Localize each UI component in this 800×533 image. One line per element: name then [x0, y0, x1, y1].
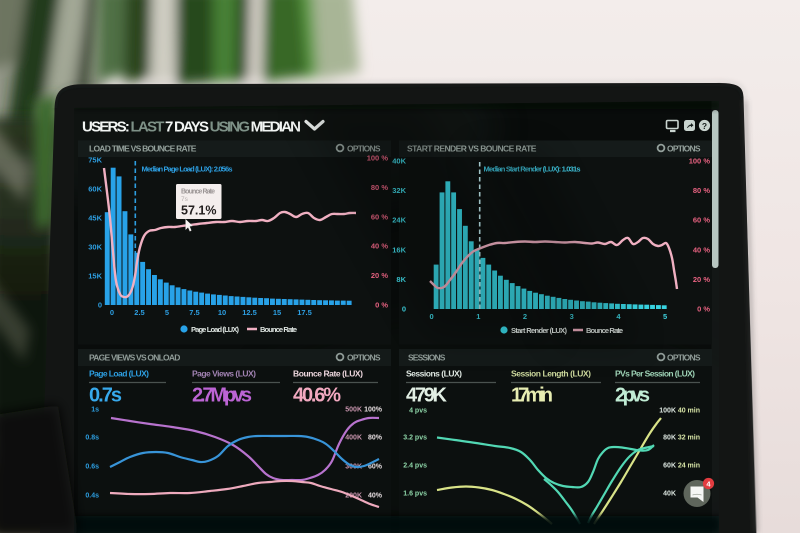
svg-text:479K: 479K: [406, 385, 448, 407]
svg-text:40 %: 40 %: [693, 245, 710, 254]
svg-text:40.6%: 40.6%: [293, 385, 341, 407]
svg-text:500K: 500K: [345, 407, 362, 414]
svg-text:75K: 75K: [88, 156, 102, 165]
svg-text:Bounce Rate: Bounce Rate: [260, 325, 297, 334]
svg-text:4: 4: [706, 480, 711, 489]
svg-text:40%: 40%: [368, 493, 383, 500]
svg-text:OPTIONS: OPTIONS: [347, 353, 381, 363]
svg-text:LOAD TIME VS BOUNCE RATE: LOAD TIME VS BOUNCE RATE: [89, 144, 197, 154]
svg-text:15K: 15K: [88, 272, 102, 281]
svg-text:Bounce Rate: Bounce Rate: [181, 189, 215, 196]
svg-text:40K: 40K: [663, 491, 676, 498]
svg-text:0.8s: 0.8s: [85, 435, 99, 442]
svg-text:400K: 400K: [345, 435, 362, 442]
svg-text:57.1%: 57.1%: [181, 204, 216, 218]
svg-text:USERS: LAST 7 DAYS USING MEDIA: USERS: LAST 7 DAYS USING MEDIAN: [82, 119, 301, 136]
svg-text:100 %: 100 %: [689, 157, 711, 166]
svg-text:Median Page Load (LUX): 2.056s: Median Page Load (LUX): 2.056s: [142, 165, 233, 174]
svg-text:Page Load (LUX): Page Load (LUX): [89, 369, 149, 379]
svg-text:5: 5: [165, 308, 169, 317]
svg-text:OPTIONS: OPTIONS: [667, 353, 701, 363]
svg-text:2.4 pvs: 2.4 pvs: [403, 463, 427, 470]
svg-text:2.5: 2.5: [134, 308, 144, 317]
svg-text:Sessions (LUX): Sessions (LUX): [406, 369, 462, 379]
svg-text:0: 0: [402, 305, 406, 314]
svg-text:3.2 pvs: 3.2 pvs: [403, 435, 427, 442]
svg-text:24 min: 24 min: [678, 463, 700, 470]
svg-text:0: 0: [98, 301, 102, 310]
svg-text:60%: 60%: [368, 464, 383, 471]
svg-text:80%: 80%: [368, 435, 383, 442]
svg-text:80K: 80K: [663, 435, 676, 442]
svg-text:100K: 100K: [659, 408, 676, 415]
svg-text:Session Length (LUX): Session Length (LUX): [511, 369, 591, 379]
svg-text:0.7s: 0.7s: [89, 385, 122, 407]
svg-text:60K: 60K: [88, 185, 102, 194]
svg-text:?: ?: [702, 121, 707, 131]
svg-text:32 min: 32 min: [678, 435, 700, 442]
svg-text:0 %: 0 %: [697, 305, 710, 314]
svg-text:10: 10: [218, 308, 226, 317]
svg-text:PAGE VIEWS VS ONLOAD: PAGE VIEWS VS ONLOAD: [89, 353, 181, 363]
svg-text:OPTIONS: OPTIONS: [667, 144, 701, 154]
svg-text:20 %: 20 %: [371, 271, 388, 280]
svg-text:15: 15: [273, 308, 281, 317]
svg-text:17.5: 17.5: [297, 308, 312, 317]
svg-text:Page Views (LUX): Page Views (LUX): [192, 369, 256, 379]
svg-text:1.6 pvs: 1.6 pvs: [403, 491, 427, 498]
svg-text:17min: 17min: [511, 385, 553, 407]
svg-text:12.5: 12.5: [242, 308, 257, 317]
svg-text:5: 5: [663, 312, 667, 321]
svg-text:2pvs: 2pvs: [615, 385, 650, 407]
svg-text:60 %: 60 %: [693, 216, 710, 225]
svg-text:60K: 60K: [663, 463, 676, 470]
svg-text:100%: 100%: [364, 407, 383, 414]
svg-text:0 %: 0 %: [375, 301, 388, 310]
svg-text:START RENDER VS BOUNCE RATE: START RENDER VS BOUNCE RATE: [407, 144, 537, 154]
svg-text:4 pvs: 4 pvs: [409, 408, 427, 415]
svg-text:7.5: 7.5: [189, 308, 199, 317]
svg-text:1s: 1s: [91, 407, 99, 414]
svg-text:45K: 45K: [88, 214, 102, 223]
svg-text:2.7Mpvs: 2.7Mpvs: [192, 385, 252, 407]
svg-text:7s: 7s: [181, 196, 189, 203]
svg-text:0: 0: [110, 308, 114, 317]
svg-text:Bounce Rate (LUX): Bounce Rate (LUX): [293, 369, 363, 379]
svg-text:SESSIONS: SESSIONS: [408, 353, 446, 363]
svg-text:80 %: 80 %: [693, 186, 710, 195]
svg-text:30K: 30K: [88, 243, 102, 252]
svg-text:PVs Per Session (LUX): PVs Per Session (LUX): [615, 369, 695, 379]
svg-text:Page Load (LUX): Page Load (LUX): [191, 325, 240, 334]
svg-text:40 min: 40 min: [678, 408, 700, 415]
svg-text:20 %: 20 %: [693, 275, 710, 284]
svg-text:0.4s: 0.4s: [85, 493, 99, 500]
svg-text:0.6s: 0.6s: [85, 464, 99, 471]
